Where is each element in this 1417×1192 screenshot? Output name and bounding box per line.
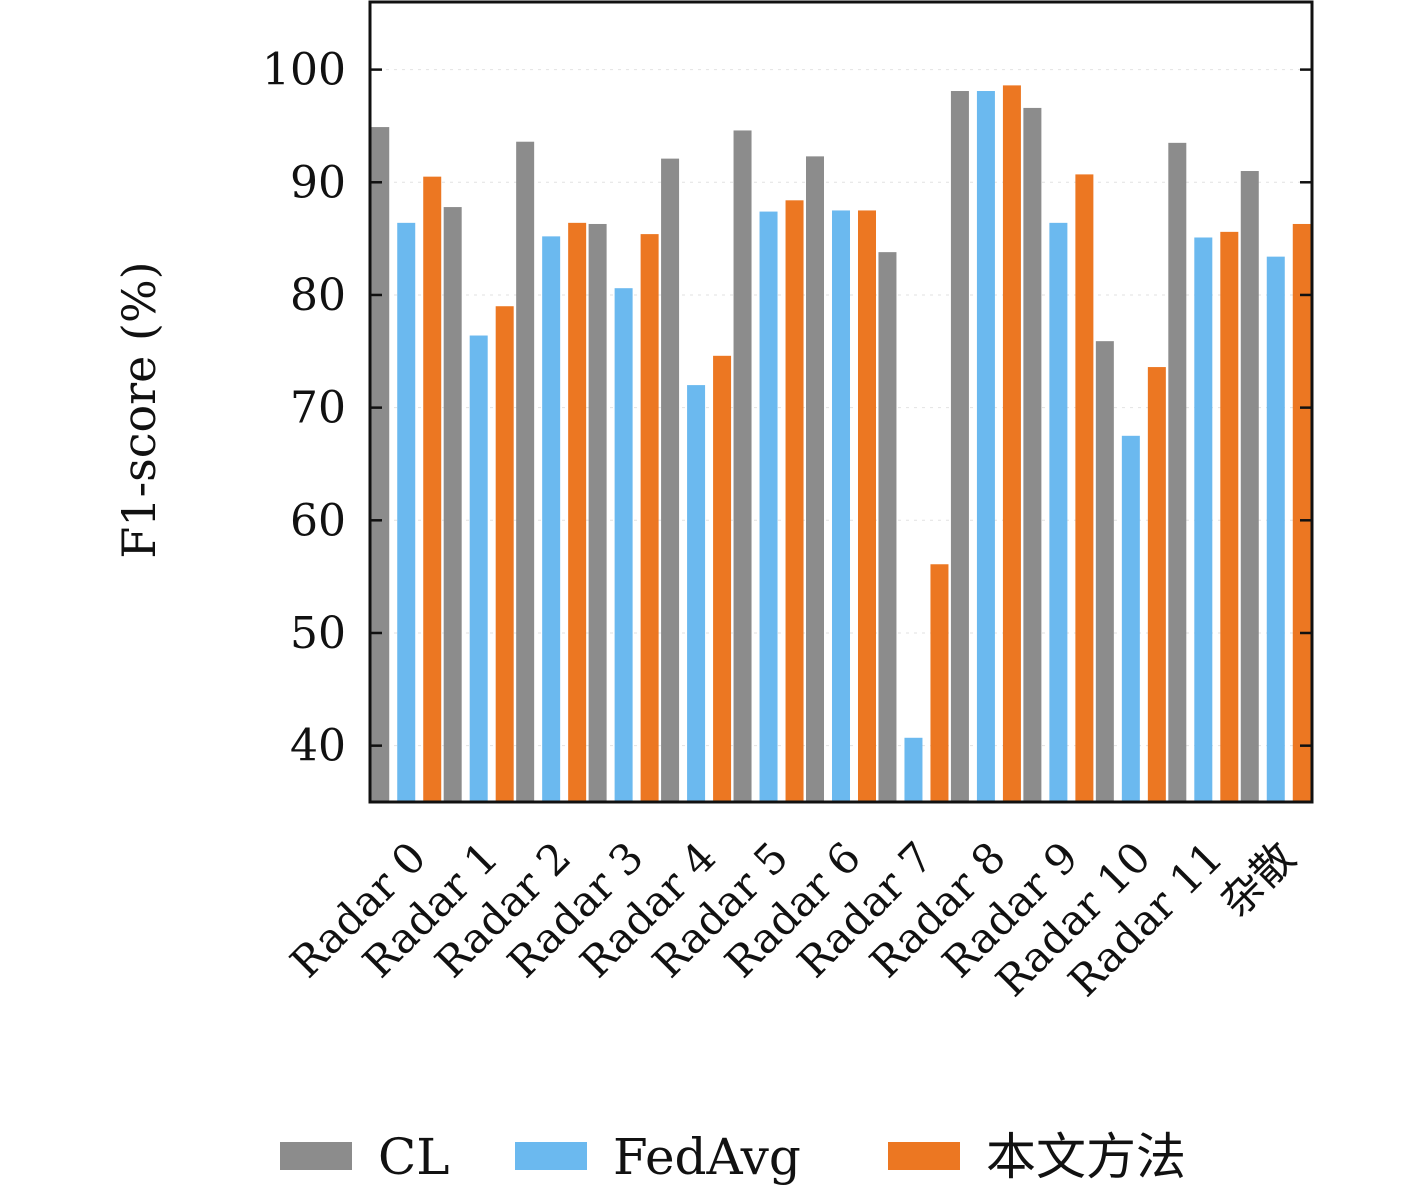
legend-label-CL: CL	[378, 1128, 449, 1186]
bar-CL-Radar 10	[1095, 341, 1114, 802]
bar-CL-Radar 5	[733, 130, 752, 803]
legend-swatch-CL	[280, 1142, 352, 1170]
bar-FedAvg-Radar 7	[904, 737, 923, 802]
y-tick-label: 40	[290, 721, 346, 772]
y-tick-label: 70	[290, 383, 346, 434]
bar-FedAvg-Radar 1	[469, 335, 488, 802]
bar-本文方法-Radar 8	[1002, 85, 1021, 803]
bar-本文方法-Radar 3	[640, 234, 659, 802]
bar-本文方法-Radar 11	[1220, 231, 1239, 803]
legend-label-本文方法: 本文方法	[986, 1128, 1186, 1186]
bar-本文方法-Radar 9	[1075, 174, 1094, 803]
bar-FedAvg-Radar 3	[614, 288, 633, 803]
bars	[371, 85, 1311, 803]
bar-CL-Radar 6	[806, 156, 824, 802]
y-axis-title: F1-score (%)	[112, 261, 166, 558]
legend-swatch-FedAvg	[515, 1142, 587, 1170]
bar-FedAvg-Radar 4	[687, 385, 706, 802]
bar-FedAvg-Radar 9	[1049, 222, 1068, 802]
bar-FedAvg-Radar 5	[759, 211, 778, 803]
bar-FedAvg-Radar 6	[832, 210, 850, 803]
bar-本文方法-Radar 4	[713, 355, 732, 802]
bar-CL-Radar 2	[516, 141, 535, 802]
y-tick-label: 100	[262, 45, 346, 96]
bar-本文方法-Radar 0	[423, 176, 442, 802]
bar-本文方法-Radar 1	[495, 306, 514, 802]
bar-本文方法-Radar 10	[1147, 367, 1166, 802]
plot-frame	[368, 0, 1314, 804]
bar-FedAvg-杂散	[1266, 256, 1285, 802]
bar-FedAvg-Radar 0	[397, 222, 416, 802]
bar-CL-Radar 8	[950, 91, 969, 802]
bar-本文方法-Radar 5	[785, 200, 804, 802]
bar-CL-Radar 1	[443, 207, 462, 802]
bar-本文方法-Radar 7	[930, 564, 949, 802]
bar-本文方法-Radar 2	[568, 222, 587, 802]
bar-FedAvg-Radar 10	[1121, 435, 1140, 802]
bar-FedAvg-Radar 11	[1194, 237, 1213, 803]
bar-CL-Radar 3	[588, 223, 607, 803]
x-category-label: 杂散	[1211, 832, 1305, 926]
bar-本文方法-杂散	[1292, 223, 1311, 803]
bar-CL-Radar 7	[878, 252, 897, 802]
y-axis-ticks: 40 50 60 70 80 90 100	[262, 45, 1312, 772]
bar-CL-Radar 4	[661, 158, 680, 802]
y-tick-label: 90	[290, 157, 346, 208]
y-tick-label: 60	[290, 495, 346, 546]
bar-CL-杂散	[1240, 171, 1259, 802]
legend-swatch-本文方法	[888, 1142, 960, 1170]
bar-本文方法-Radar 6	[858, 210, 876, 803]
y-tick-label: 50	[290, 608, 346, 659]
bar-FedAvg-Radar 8	[976, 91, 995, 802]
y-tick-label: 80	[290, 270, 346, 321]
bar-CL-Radar 9	[1023, 107, 1042, 803]
legend: CL FedAvg 本文方法	[280, 1128, 1186, 1186]
legend-label-FedAvg: FedAvg	[613, 1128, 801, 1186]
bar-CL-Radar 0	[371, 127, 390, 802]
bar-FedAvg-Radar 2	[542, 236, 561, 802]
bar-CL-Radar 11	[1168, 142, 1187, 802]
